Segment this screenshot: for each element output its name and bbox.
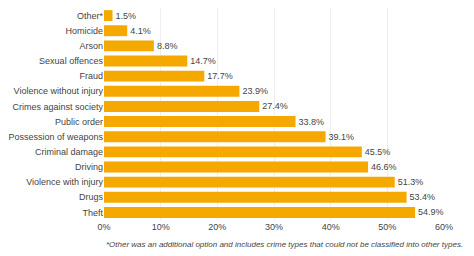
svg-text:Arson: Arson xyxy=(79,41,103,51)
svg-text:*Other was an additional optio: *Other was an additional option and incl… xyxy=(106,240,463,249)
svg-text:51.3%: 51.3% xyxy=(398,177,424,187)
svg-text:4.1%: 4.1% xyxy=(130,26,151,36)
svg-text:Possession of weapons: Possession of weapons xyxy=(8,132,103,142)
svg-text:33.8%: 33.8% xyxy=(299,117,325,127)
svg-text:1.5%: 1.5% xyxy=(116,11,137,21)
svg-text:Other*: Other* xyxy=(77,11,104,21)
svg-text:54.9%: 54.9% xyxy=(418,207,444,217)
svg-text:Theft: Theft xyxy=(82,208,103,218)
svg-text:Fraud: Fraud xyxy=(79,71,103,81)
svg-text:20%: 20% xyxy=(208,222,226,232)
svg-text:46.6%: 46.6% xyxy=(371,162,397,172)
svg-text:Crimes against society: Crimes against society xyxy=(12,102,103,112)
svg-text:Criminal damage: Criminal damage xyxy=(35,147,103,157)
svg-text:50%: 50% xyxy=(378,222,396,232)
svg-text:17.7%: 17.7% xyxy=(207,71,233,81)
svg-text:30%: 30% xyxy=(265,222,283,232)
svg-text:Drugs: Drugs xyxy=(79,192,104,202)
svg-text:Sexual offences: Sexual offences xyxy=(39,56,103,66)
svg-text:27.4%: 27.4% xyxy=(262,101,288,111)
svg-text:14.7%: 14.7% xyxy=(190,56,216,66)
svg-text:0%: 0% xyxy=(97,222,110,232)
svg-text:Violence without injury: Violence without injury xyxy=(14,86,104,96)
svg-text:10%: 10% xyxy=(152,222,170,232)
svg-text:39.1%: 39.1% xyxy=(329,132,355,142)
svg-text:8.8%: 8.8% xyxy=(157,41,178,51)
svg-text:60%: 60% xyxy=(435,222,453,232)
svg-text:45.5%: 45.5% xyxy=(365,147,391,157)
svg-text:Driving: Driving xyxy=(75,162,103,172)
svg-text:Homicide: Homicide xyxy=(65,26,103,36)
svg-text:Public order: Public order xyxy=(55,117,103,127)
svg-text:23.9%: 23.9% xyxy=(242,86,268,96)
svg-text:40%: 40% xyxy=(322,222,340,232)
svg-text:53.4%: 53.4% xyxy=(410,192,436,202)
svg-text:Violence with injury: Violence with injury xyxy=(26,177,103,187)
